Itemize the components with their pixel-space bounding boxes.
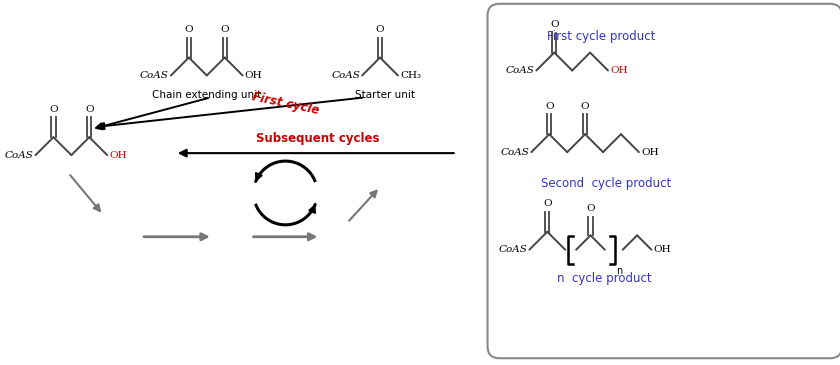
FancyBboxPatch shape bbox=[487, 4, 840, 358]
Text: Starter unit: Starter unit bbox=[355, 91, 415, 100]
Text: CoAS: CoAS bbox=[498, 245, 528, 254]
Text: O: O bbox=[545, 101, 554, 111]
Text: OH: OH bbox=[109, 151, 127, 160]
Text: O: O bbox=[220, 25, 229, 34]
Text: CoAS: CoAS bbox=[501, 147, 529, 157]
Text: O: O bbox=[543, 199, 552, 208]
Text: First cycle product: First cycle product bbox=[547, 30, 655, 43]
Text: First cycle: First cycle bbox=[250, 90, 320, 117]
Text: OH: OH bbox=[641, 147, 659, 157]
Text: CoAS: CoAS bbox=[331, 71, 360, 80]
Text: Second  cycle product: Second cycle product bbox=[541, 177, 671, 190]
Text: CoAS: CoAS bbox=[506, 66, 534, 75]
Text: Subsequent cycles: Subsequent cycles bbox=[255, 132, 379, 145]
Text: O: O bbox=[185, 25, 193, 34]
Text: O: O bbox=[50, 104, 58, 114]
Text: O: O bbox=[550, 20, 559, 29]
Text: O: O bbox=[85, 104, 93, 114]
Text: OH: OH bbox=[244, 71, 262, 80]
Text: n: n bbox=[616, 266, 622, 276]
Text: CH₃: CH₃ bbox=[400, 71, 421, 80]
Text: OH: OH bbox=[654, 245, 671, 254]
Text: O: O bbox=[586, 204, 595, 214]
Text: Chain extending unit: Chain extending unit bbox=[152, 91, 261, 100]
Text: CoAS: CoAS bbox=[140, 71, 169, 80]
Text: CoAS: CoAS bbox=[5, 151, 34, 160]
Text: O: O bbox=[580, 101, 590, 111]
Text: O: O bbox=[375, 25, 385, 34]
Text: OH: OH bbox=[610, 66, 627, 75]
Text: n  cycle product: n cycle product bbox=[557, 272, 651, 285]
